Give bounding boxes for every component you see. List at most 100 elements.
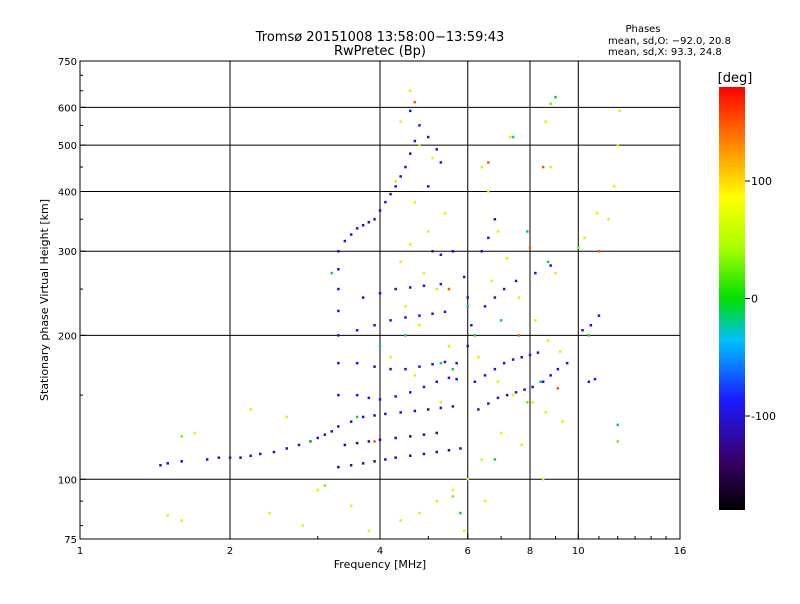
data-point <box>520 356 523 359</box>
data-point <box>439 400 443 404</box>
data-point <box>337 268 340 271</box>
data-point <box>496 380 500 383</box>
data-point <box>451 367 455 371</box>
colorbar-ticks: 100 0 -100 <box>745 175 776 423</box>
data-point <box>389 192 392 196</box>
data-point <box>528 353 532 357</box>
colorbar-label: [deg] <box>718 71 753 86</box>
data-point <box>373 218 376 221</box>
data-point <box>268 511 271 515</box>
data-point <box>413 139 417 143</box>
grid-lines <box>80 61 680 539</box>
data-point <box>337 287 340 291</box>
data-point <box>493 458 497 461</box>
data-point <box>330 271 333 275</box>
data-point <box>413 409 417 413</box>
data-point <box>285 447 288 450</box>
data-point <box>323 433 327 436</box>
data-point <box>316 488 319 492</box>
data-point <box>531 385 534 389</box>
data-point <box>337 334 340 337</box>
data-point <box>399 120 402 123</box>
data-point <box>422 433 426 436</box>
data-point <box>616 143 619 147</box>
data-point <box>561 420 564 423</box>
data-point <box>159 464 162 467</box>
data-point <box>593 377 597 381</box>
data-point <box>493 367 497 371</box>
data-point <box>508 135 512 139</box>
data-point <box>493 218 497 221</box>
data-point <box>378 398 382 401</box>
data-point <box>517 296 521 299</box>
x-tick-label: 4 <box>377 546 383 557</box>
x-tick-label: 8 <box>527 546 533 557</box>
data-point <box>447 344 451 348</box>
data-point <box>483 499 487 503</box>
data-point <box>337 361 340 365</box>
data-point <box>459 447 462 450</box>
data-point <box>389 319 392 322</box>
data-point <box>455 361 458 365</box>
y-axis-ticks: 75 100 200 300 400 500 600 750 <box>58 57 86 546</box>
data-point <box>427 135 430 139</box>
y-tick-label: 100 <box>58 475 77 486</box>
data-point <box>534 271 537 275</box>
y-tick-label: 400 <box>58 187 77 198</box>
data-point <box>349 420 353 423</box>
stats-heading: Phases <box>625 24 660 35</box>
data-point <box>180 519 183 522</box>
data-point <box>487 161 490 164</box>
data-point <box>505 393 509 397</box>
data-point <box>367 396 371 400</box>
data-point <box>451 250 455 253</box>
colorbar-tick-label: -100 <box>751 410 776 423</box>
data-point <box>435 499 438 503</box>
x-tick-label: 10 <box>572 546 585 557</box>
data-point <box>378 292 382 295</box>
data-point <box>349 464 353 467</box>
data-point <box>541 165 545 169</box>
data-point <box>409 391 412 394</box>
data-point <box>549 264 552 267</box>
data-point <box>361 462 365 465</box>
data-point <box>418 124 421 127</box>
data-point <box>180 435 183 438</box>
data-point <box>534 319 537 322</box>
data-point <box>373 365 376 368</box>
data-point <box>355 329 359 332</box>
data-point <box>435 431 438 435</box>
data-points <box>159 89 621 533</box>
data-point <box>487 190 490 193</box>
data-point <box>337 393 340 397</box>
data-point <box>337 425 340 428</box>
data-point <box>422 271 426 275</box>
data-point <box>330 430 333 433</box>
data-point <box>193 431 197 435</box>
data-point <box>431 156 434 160</box>
data-point <box>514 279 518 283</box>
data-point <box>355 441 359 445</box>
data-point <box>549 102 552 106</box>
data-point <box>439 161 443 164</box>
data-point <box>451 405 455 408</box>
data-point <box>455 377 458 381</box>
data-point <box>496 396 500 400</box>
data-point <box>493 296 497 299</box>
data-point <box>427 230 430 233</box>
data-point <box>549 165 552 169</box>
x-tick-label: 16 <box>674 546 687 557</box>
data-point <box>541 478 545 481</box>
data-point <box>612 185 616 188</box>
data-point <box>355 393 359 397</box>
data-point <box>439 282 443 286</box>
data-point <box>431 363 434 366</box>
data-point <box>404 367 407 371</box>
data-point <box>447 287 451 291</box>
data-point <box>404 316 407 319</box>
data-point <box>272 450 276 454</box>
data-point <box>502 287 506 291</box>
y-tick-label: 300 <box>58 247 77 258</box>
data-point <box>378 344 382 348</box>
data-point <box>337 309 340 313</box>
